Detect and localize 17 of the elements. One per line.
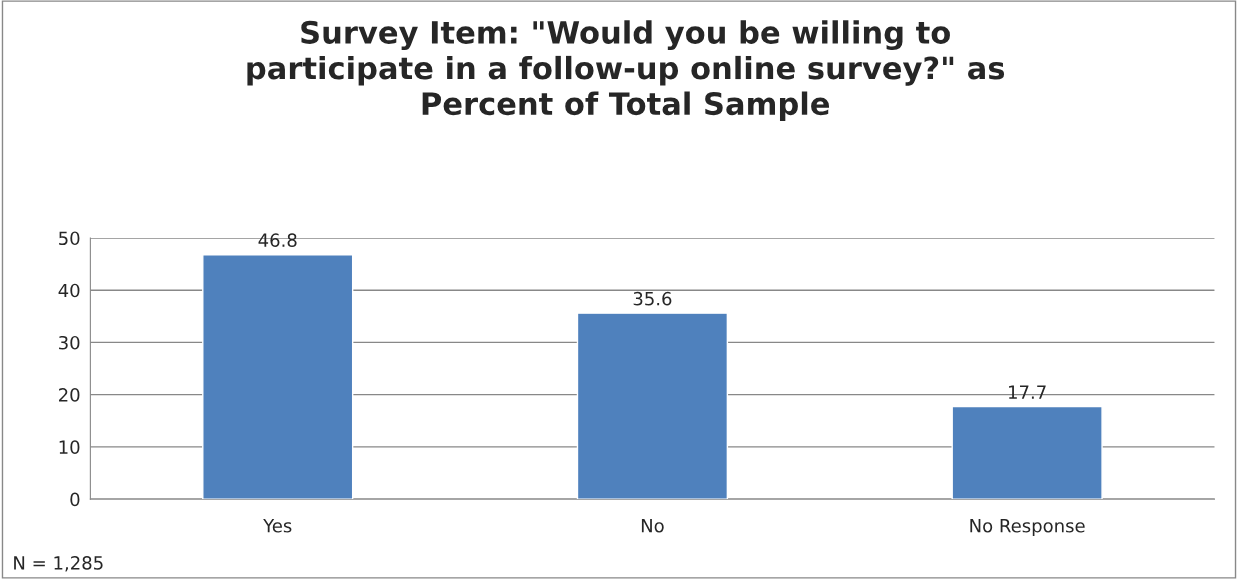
x-tick-label: No Response [970, 519, 1085, 537]
y-tick-label: 10 [59, 440, 80, 454]
y-tick-label: 30 [59, 335, 80, 350]
data-label: 17.7 [1009, 385, 1046, 399]
x-tick-label: Yes [263, 519, 292, 533]
y-tick-label: 20 [59, 388, 80, 402]
bar [202, 253, 354, 500]
bar [576, 312, 729, 500]
chart-title: Survey Item: "Would you be willing to participate in a follow-up online survey?" as Percent of Total Sample [247, 20, 1005, 122]
y-tick-label: 40 [58, 283, 80, 298]
y-tick-label: 50 [59, 231, 80, 246]
data-label: 35.6 [633, 291, 672, 306]
text: N = 1,285 [14, 556, 103, 572]
bar [951, 405, 1103, 500]
y-tick-label: 0 [70, 492, 80, 507]
data-label: 46.8 [258, 233, 297, 248]
x-tick-label: No [641, 519, 664, 533]
